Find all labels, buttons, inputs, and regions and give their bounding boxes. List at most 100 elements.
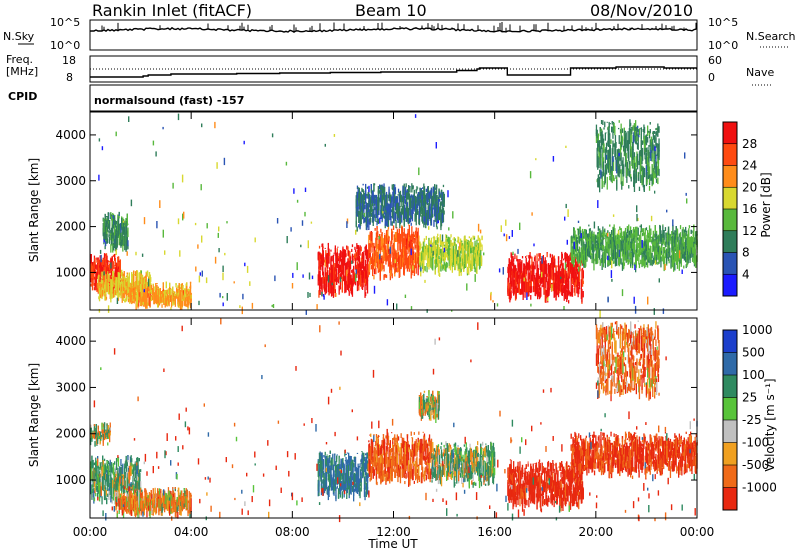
heatmap-cell — [671, 231, 672, 232]
heatmap-cell — [395, 220, 396, 228]
heatmap-cell — [644, 168, 645, 174]
heatmap-cell — [108, 305, 109, 313]
heatmap-cell — [411, 270, 412, 275]
heatmap-cell — [644, 185, 645, 192]
heatmap-cell — [653, 131, 654, 140]
heatmap-cell — [593, 259, 594, 271]
heatmap-cell — [688, 232, 689, 243]
heatmap-cell — [604, 231, 605, 237]
heatmap-cell — [619, 120, 620, 123]
heatmap-cell — [393, 225, 394, 230]
heatmap-cell — [104, 293, 105, 301]
heatmap-cell — [660, 257, 661, 268]
heatmap-cell — [359, 246, 360, 256]
heatmap-cell — [101, 280, 102, 284]
heatmap-cell — [378, 198, 379, 211]
heatmap-cell — [135, 271, 136, 276]
heatmap-cell — [342, 287, 343, 292]
heatmap-cell — [599, 177, 600, 193]
nave-tick-top: 60 — [708, 54, 722, 67]
heatmap-cell — [646, 227, 647, 230]
heatmap-cell — [543, 255, 544, 258]
heatmap-cell — [428, 203, 429, 219]
heatmap-cell — [287, 236, 288, 243]
heatmap-cell — [638, 243, 639, 248]
heatmap-cell — [467, 267, 468, 274]
heatmap-cell — [318, 290, 319, 298]
heatmap-cell — [153, 284, 154, 286]
heatmap-cell — [583, 281, 584, 284]
heatmap-cell — [652, 139, 653, 151]
heatmap-cell — [433, 220, 434, 227]
heatmap-cell — [409, 218, 410, 224]
heatmap-cell — [631, 127, 632, 134]
heatmap-cell — [639, 235, 640, 245]
heatmap-cell — [652, 153, 653, 162]
heatmap-cell — [328, 243, 329, 245]
heatmap-cell — [302, 274, 303, 277]
heatmap-cell — [444, 199, 445, 207]
heatmap-cell — [117, 298, 118, 304]
heatmap-cell — [542, 284, 543, 287]
heatmap-cell — [605, 133, 606, 141]
heatmap-cell — [511, 254, 512, 258]
heatmap-cell — [642, 140, 643, 145]
heatmap-cell — [388, 255, 389, 267]
heatmap-cell — [530, 304, 531, 307]
heatmap-cell — [643, 228, 644, 234]
heatmap-cell — [297, 262, 298, 270]
heatmap-cell — [656, 179, 657, 183]
heatmap-cell — [125, 298, 126, 302]
heatmap-cell — [438, 199, 439, 213]
heatmap-cell — [603, 144, 604, 153]
heatmap-cell — [325, 260, 326, 267]
heatmap-cell — [597, 162, 598, 170]
heatmap-cell — [355, 230, 356, 235]
heatmap-cell — [336, 278, 337, 285]
heatmap-cell — [656, 162, 657, 170]
heatmap-cell — [392, 233, 393, 241]
heatmap-cell — [174, 293, 175, 297]
heatmap-cell — [630, 123, 631, 126]
heatmap-cell — [440, 193, 441, 194]
heatmap-cell — [397, 240, 398, 251]
heatmap-cell — [578, 267, 579, 272]
heatmap-cell — [157, 304, 158, 308]
heatmap-cell — [110, 258, 111, 259]
heatmap-cell — [574, 282, 575, 295]
heatmap-cell — [380, 229, 381, 233]
heatmap-cell — [352, 244, 353, 247]
heatmap-cell — [367, 187, 368, 188]
heatmap-cell — [371, 265, 372, 270]
heatmap-cell — [137, 285, 138, 292]
heatmap-cell — [132, 286, 133, 287]
heatmap-cell — [120, 278, 121, 280]
heatmap-cell — [401, 195, 402, 207]
heatmap-cell — [438, 237, 439, 243]
heatmap-cell — [378, 219, 379, 224]
heatmap-cell — [377, 231, 378, 237]
heatmap-cell — [657, 124, 658, 137]
heatmap-cell — [637, 126, 638, 128]
heatmap-cell — [686, 198, 687, 203]
heatmap-cell — [563, 259, 564, 261]
heatmap-cell — [590, 256, 591, 260]
date-label: 08/Nov/2010 — [590, 1, 693, 20]
heatmap-cell — [356, 243, 357, 249]
heatmap-cell — [682, 270, 683, 275]
heatmap-cell — [417, 209, 418, 215]
heatmap-cell — [639, 235, 640, 236]
heatmap-cell — [154, 286, 155, 290]
heatmap-cell — [578, 229, 579, 236]
heatmap-cell — [603, 230, 604, 231]
heatmap-cell — [102, 280, 103, 282]
nsky-tick-bottom: 10^0 — [50, 39, 80, 52]
heatmap-cell — [632, 249, 633, 265]
heatmap-cell — [606, 143, 607, 153]
heatmap-cell — [615, 260, 616, 267]
heatmap-cell — [538, 268, 539, 277]
heatmap-cell — [394, 211, 395, 223]
heatmap-cell — [524, 285, 525, 298]
heatmap-cell — [409, 225, 410, 237]
heatmap-cell — [420, 244, 421, 246]
